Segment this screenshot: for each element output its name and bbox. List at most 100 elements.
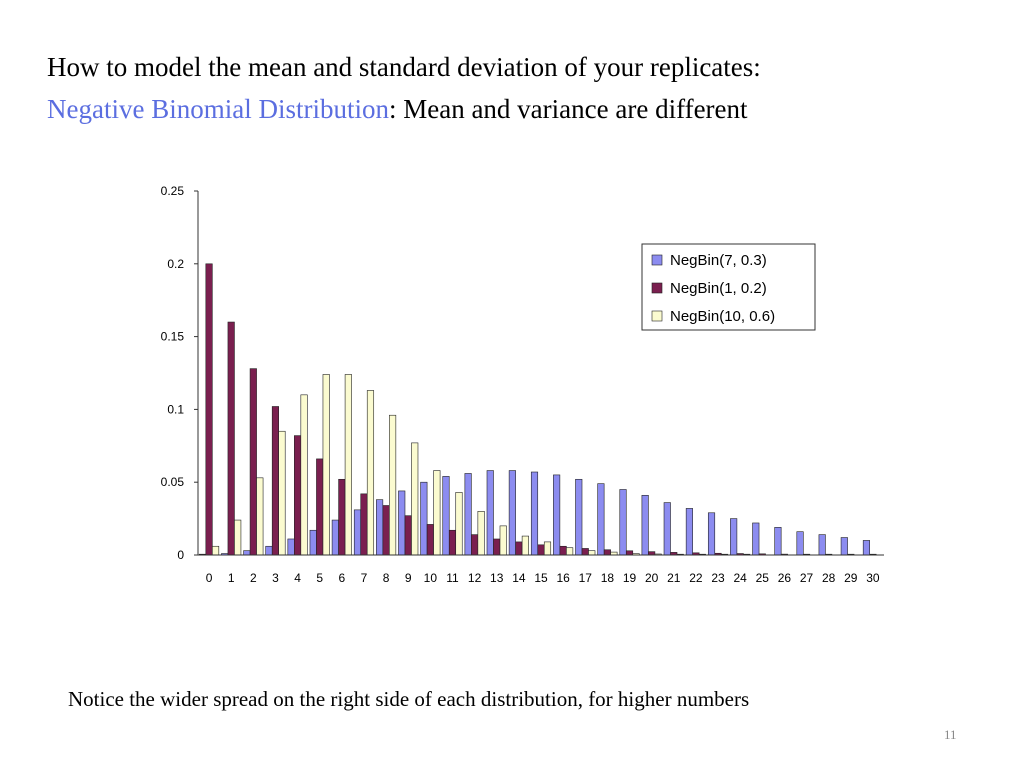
title-line-1: How to model the mean and standard devia… [47, 52, 761, 82]
bar-series-2-x-17 [581, 548, 589, 556]
bar-series-3-x-3 [278, 430, 286, 556]
bar-series-2-x-3 [271, 406, 279, 556]
bar-series-2-x-20 [648, 551, 656, 556]
bar-series-3-x-14 [521, 535, 529, 556]
x-tick-label: 25 [756, 571, 770, 585]
x-tick-label: 13 [490, 571, 504, 585]
title-line-2: Negative Binomial Distribution: Mean and… [47, 88, 761, 130]
bar-series-1-x-15 [530, 471, 539, 556]
bar-series-1-x-9 [398, 490, 406, 556]
bar-series-1-x-5 [309, 529, 317, 556]
bar-series-3-x-2 [256, 477, 264, 556]
bar-series-1-x-6 [331, 519, 339, 556]
x-tick-label: 15 [534, 571, 548, 585]
bar-series-3-x-10 [433, 470, 441, 556]
x-tick-label: 7 [361, 571, 368, 585]
y-tick-label: 0.1 [167, 402, 184, 416]
bar-series-3-x-6 [344, 374, 352, 556]
y-tick-label: 0 [177, 548, 184, 562]
x-tick-label: 11 [446, 571, 459, 585]
bar-series-2-x-11 [448, 529, 457, 556]
x-tick-label: 16 [556, 571, 570, 585]
bar-series-3-x-9 [411, 442, 419, 556]
bar-series-2-x-4 [294, 435, 302, 556]
bar-series-3-x-5 [322, 374, 330, 556]
x-tick-label: 30 [866, 571, 880, 585]
bar-series-3-x-0 [212, 545, 220, 556]
title-rest: : Mean and variance are different [388, 94, 748, 124]
bar-series-3-x-12 [477, 511, 485, 556]
bar-series-3-x-1 [234, 519, 242, 556]
bar-series-2-x-9 [404, 515, 412, 556]
x-tick-label: 8 [383, 571, 390, 585]
bar-series-1-x-14 [508, 470, 516, 556]
bar-series-3-x-11 [455, 492, 463, 556]
x-tick-label: 9 [405, 571, 412, 585]
bar-series-3-x-8 [389, 414, 397, 556]
y-tick-label: 0.2 [167, 257, 184, 271]
bar-series-2-x-10 [426, 524, 434, 556]
x-tick-label: 0 [206, 571, 213, 585]
x-tick-label: 29 [844, 571, 858, 585]
bar-series-1-x-27 [796, 531, 804, 556]
x-tick-label: 20 [645, 571, 659, 585]
y-tick-label: 0.15 [161, 330, 185, 344]
x-tick-label: 14 [512, 571, 526, 585]
bar-series-2-x-12 [471, 534, 479, 556]
title-highlight: Negative Binomial Distribution [47, 94, 389, 124]
bar-series-3-x-4 [300, 394, 308, 556]
bar-series-1-x-26 [774, 527, 782, 556]
bar-series-2-x-0 [205, 263, 213, 556]
bar-series-1-x-12 [464, 473, 472, 556]
legend-box [641, 243, 816, 331]
x-tick-label: 6 [338, 571, 345, 585]
bar-series-1-x-23 [707, 512, 716, 556]
y-tick-label: 0.05 [161, 475, 185, 489]
bar-series-2-x-14 [515, 541, 523, 556]
x-tick-label: 17 [579, 571, 593, 585]
bar-series-2-x-8 [382, 505, 390, 556]
bar-series-1-x-11 [442, 476, 450, 556]
bar-series-1-x-13 [486, 470, 494, 556]
legend-swatch-2 [651, 282, 663, 294]
x-tick-label: 1 [228, 571, 235, 585]
x-tick-label: 18 [601, 571, 615, 585]
bar-series-3-x-13 [499, 525, 507, 556]
bar-series-1-x-25 [752, 522, 760, 556]
bar-series-1-x-2 [243, 550, 251, 556]
bar-series-3-x-16 [566, 547, 574, 556]
bar-series-2-x-2 [249, 368, 257, 556]
x-tick-label: 19 [623, 571, 637, 585]
legend-swatch-3 [651, 310, 663, 322]
bar-series-1-x-29 [840, 537, 848, 556]
x-tick-label: 22 [689, 571, 703, 585]
bar-series-1-x-4 [287, 538, 295, 556]
bar-series-2-x-15 [537, 544, 545, 556]
x-tick-label: 24 [733, 571, 747, 585]
bar-series-1-x-28 [818, 534, 826, 556]
x-tick-label: 3 [272, 571, 279, 585]
x-tick-label: 4 [294, 571, 301, 585]
page-number: 11 [944, 727, 957, 742]
x-tick-label: 5 [316, 571, 323, 585]
axes-layer: 00.050.10.150.20.250 1 2 3 4 5 6 7 8 9 10 11 12 13 14 1… [161, 184, 884, 585]
bar-series-2-x-18 [603, 549, 611, 556]
footnote: Notice the wider spread on the right sid… [68, 687, 750, 711]
legend-label-1: NegBin(7, 0.3) [670, 252, 767, 269]
bar-series-1-x-7 [353, 509, 362, 556]
bar-series-3-x-7 [366, 390, 375, 556]
legend-label-2: NegBin(1, 0.2) [670, 280, 767, 297]
bar-series-1-x-16 [553, 474, 561, 556]
x-tick-label: 28 [822, 571, 836, 585]
bar-series-1-x-20 [641, 494, 649, 556]
bar-series-1-x-3 [265, 545, 273, 556]
bar-series-1-x-24 [730, 518, 738, 556]
bar-series-3-x-15 [543, 541, 552, 556]
bar-series-1-x-22 [685, 508, 693, 556]
bar-series-1-x-30 [862, 540, 870, 556]
bar-series-2-x-16 [559, 545, 567, 556]
bars-layer [199, 263, 877, 556]
bar-series-3-x-17 [588, 550, 596, 556]
x-tick-label: 21 [667, 571, 681, 585]
x-tick-label: 23 [711, 571, 725, 585]
